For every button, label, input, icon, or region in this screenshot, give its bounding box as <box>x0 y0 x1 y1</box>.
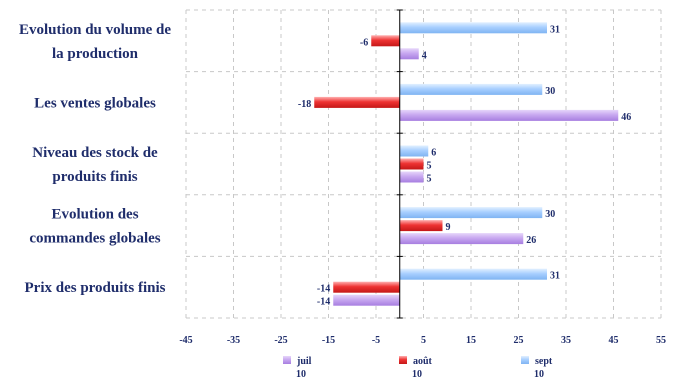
axes <box>396 9 403 319</box>
legend-label: sept <box>535 356 553 367</box>
bar <box>399 207 543 219</box>
data-label: -14 <box>317 284 330 295</box>
bar <box>399 145 429 157</box>
legend-label-year: 10 <box>412 369 422 380</box>
bar <box>399 22 547 34</box>
category-label: commandes globales <box>29 231 160 247</box>
bar <box>399 233 524 245</box>
legend-swatch <box>399 356 407 364</box>
data-label: 26 <box>526 235 536 246</box>
x-tick-label: -25 <box>274 335 287 346</box>
bar <box>371 35 400 47</box>
x-tick-label: 35 <box>561 335 571 346</box>
x-tick-label: 15 <box>466 335 476 346</box>
data-label: 5 <box>427 161 432 172</box>
bar <box>314 96 400 108</box>
category-label: Evolution des <box>51 207 138 223</box>
category-label: produits finis <box>52 169 137 185</box>
bar <box>399 48 419 60</box>
data-label: 6 <box>431 148 436 159</box>
legend-swatch <box>283 356 291 364</box>
labels: 31 -6 4 Evolution du volume de la production… <box>19 22 666 346</box>
category-label: Prix des produits finis <box>25 280 166 296</box>
data-label: -14 <box>317 297 330 308</box>
bar <box>399 220 443 232</box>
data-label: -18 <box>298 99 311 110</box>
x-tick-label: -35 <box>227 335 240 346</box>
legend-label: juil <box>296 356 312 367</box>
data-label: 30 <box>545 209 555 220</box>
category-label: Les ventes globales <box>34 95 156 111</box>
data-label: -6 <box>360 37 368 48</box>
x-tick-label: 55 <box>656 335 666 346</box>
bar <box>333 281 400 293</box>
legend: juil 10 août 10 sept 10 <box>283 356 553 380</box>
data-label: 4 <box>422 50 427 61</box>
data-label: 30 <box>545 86 555 97</box>
x-tick-label: -45 <box>179 335 192 346</box>
category-label: la production <box>52 46 139 62</box>
bars <box>314 22 619 306</box>
legend-label: août <box>413 356 433 367</box>
x-tick-label: 25 <box>514 335 524 346</box>
bar <box>399 158 424 170</box>
x-tick-label: -5 <box>372 335 380 346</box>
bar <box>399 83 543 95</box>
x-tick-label: 45 <box>609 335 619 346</box>
category-label: Evolution du volume de <box>19 22 171 38</box>
data-label: 9 <box>446 222 451 233</box>
legend-label-year: 10 <box>296 369 306 380</box>
data-label: 31 <box>550 24 560 35</box>
bar <box>399 171 424 183</box>
bar <box>399 109 619 121</box>
bar <box>399 268 547 280</box>
data-label: 31 <box>550 271 560 282</box>
category-label: Niveau des stock de <box>32 145 158 161</box>
x-tick-label: 5 <box>421 335 426 346</box>
x-tick-label: -15 <box>322 335 335 346</box>
data-label: 5 <box>427 174 432 185</box>
data-label: 46 <box>621 112 631 123</box>
legend-swatch <box>521 356 529 364</box>
bar <box>333 294 400 306</box>
legend-label-year: 10 <box>534 369 544 380</box>
